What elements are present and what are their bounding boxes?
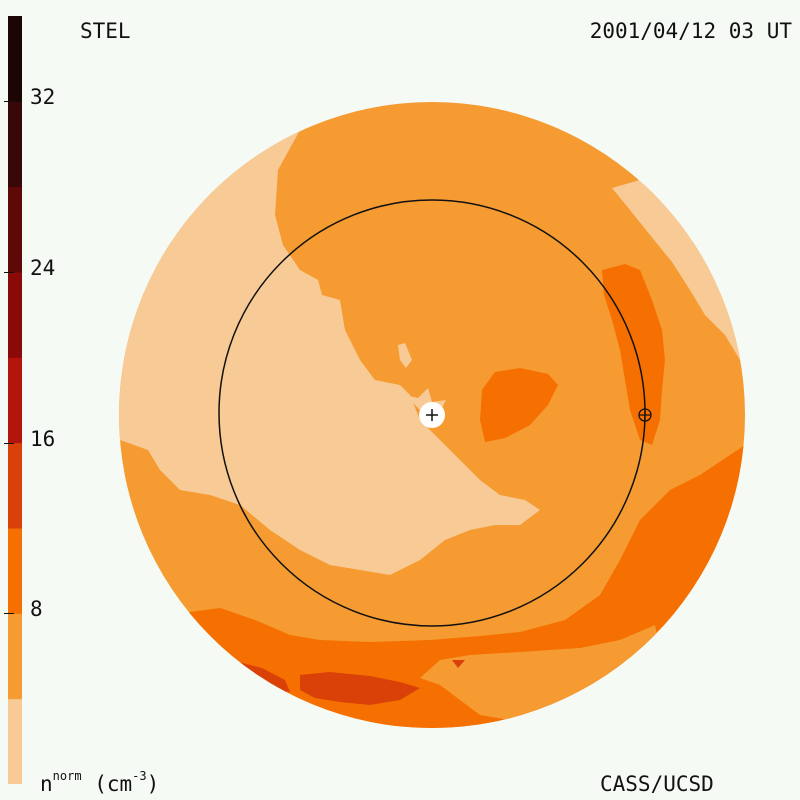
density-spike [398, 343, 412, 368]
colorbar-level-4 [8, 357, 22, 444]
density-region-mid-center [480, 368, 558, 442]
datetime-label: 2001/04/12 03 UT [589, 19, 792, 43]
colorbar-level-7 [8, 101, 22, 188]
colorbar-tick-mark [4, 272, 14, 273]
sun-marker [419, 402, 445, 428]
units-base: n [40, 772, 53, 796]
earth-marker [638, 408, 652, 422]
colorbar-tick-label: 16 [30, 426, 56, 451]
colorbar-level-0 [8, 698, 22, 784]
units-label: nnorm (cm-3) [40, 769, 160, 796]
units-rest: (cm [81, 772, 133, 796]
units-exponent: -3 [132, 769, 147, 783]
map-disk [119, 102, 745, 728]
colorbar-level-1 [8, 613, 22, 700]
colorbar-tick-label: 8 [30, 597, 43, 622]
density-region-high-1 [300, 672, 420, 705]
colorbar-level-6 [8, 186, 22, 273]
credit-label: CASS/UCSD [600, 772, 714, 796]
colorbar-level-5 [8, 272, 22, 358]
density-region-low-left [119, 102, 540, 575]
colorbar-tick-label: 24 [30, 256, 56, 280]
density-region-high-2 [238, 662, 290, 692]
density-region-high-3 [452, 660, 465, 668]
colorbar-tick-mark [4, 613, 14, 615]
units-close: ) [146, 772, 160, 796]
colorbar-tick-mark [4, 101, 14, 103]
colorbar-tick-label: 32 [30, 85, 56, 110]
units-superscript: norm [52, 769, 82, 783]
colorbar-tick-mark [4, 442, 14, 444]
colorbar-level-8 [8, 16, 22, 102]
colorbar-level-3 [8, 442, 22, 529]
source-label: STEL [80, 19, 131, 43]
colorbar-level-2 [8, 528, 22, 614]
colorbar [8, 16, 22, 784]
